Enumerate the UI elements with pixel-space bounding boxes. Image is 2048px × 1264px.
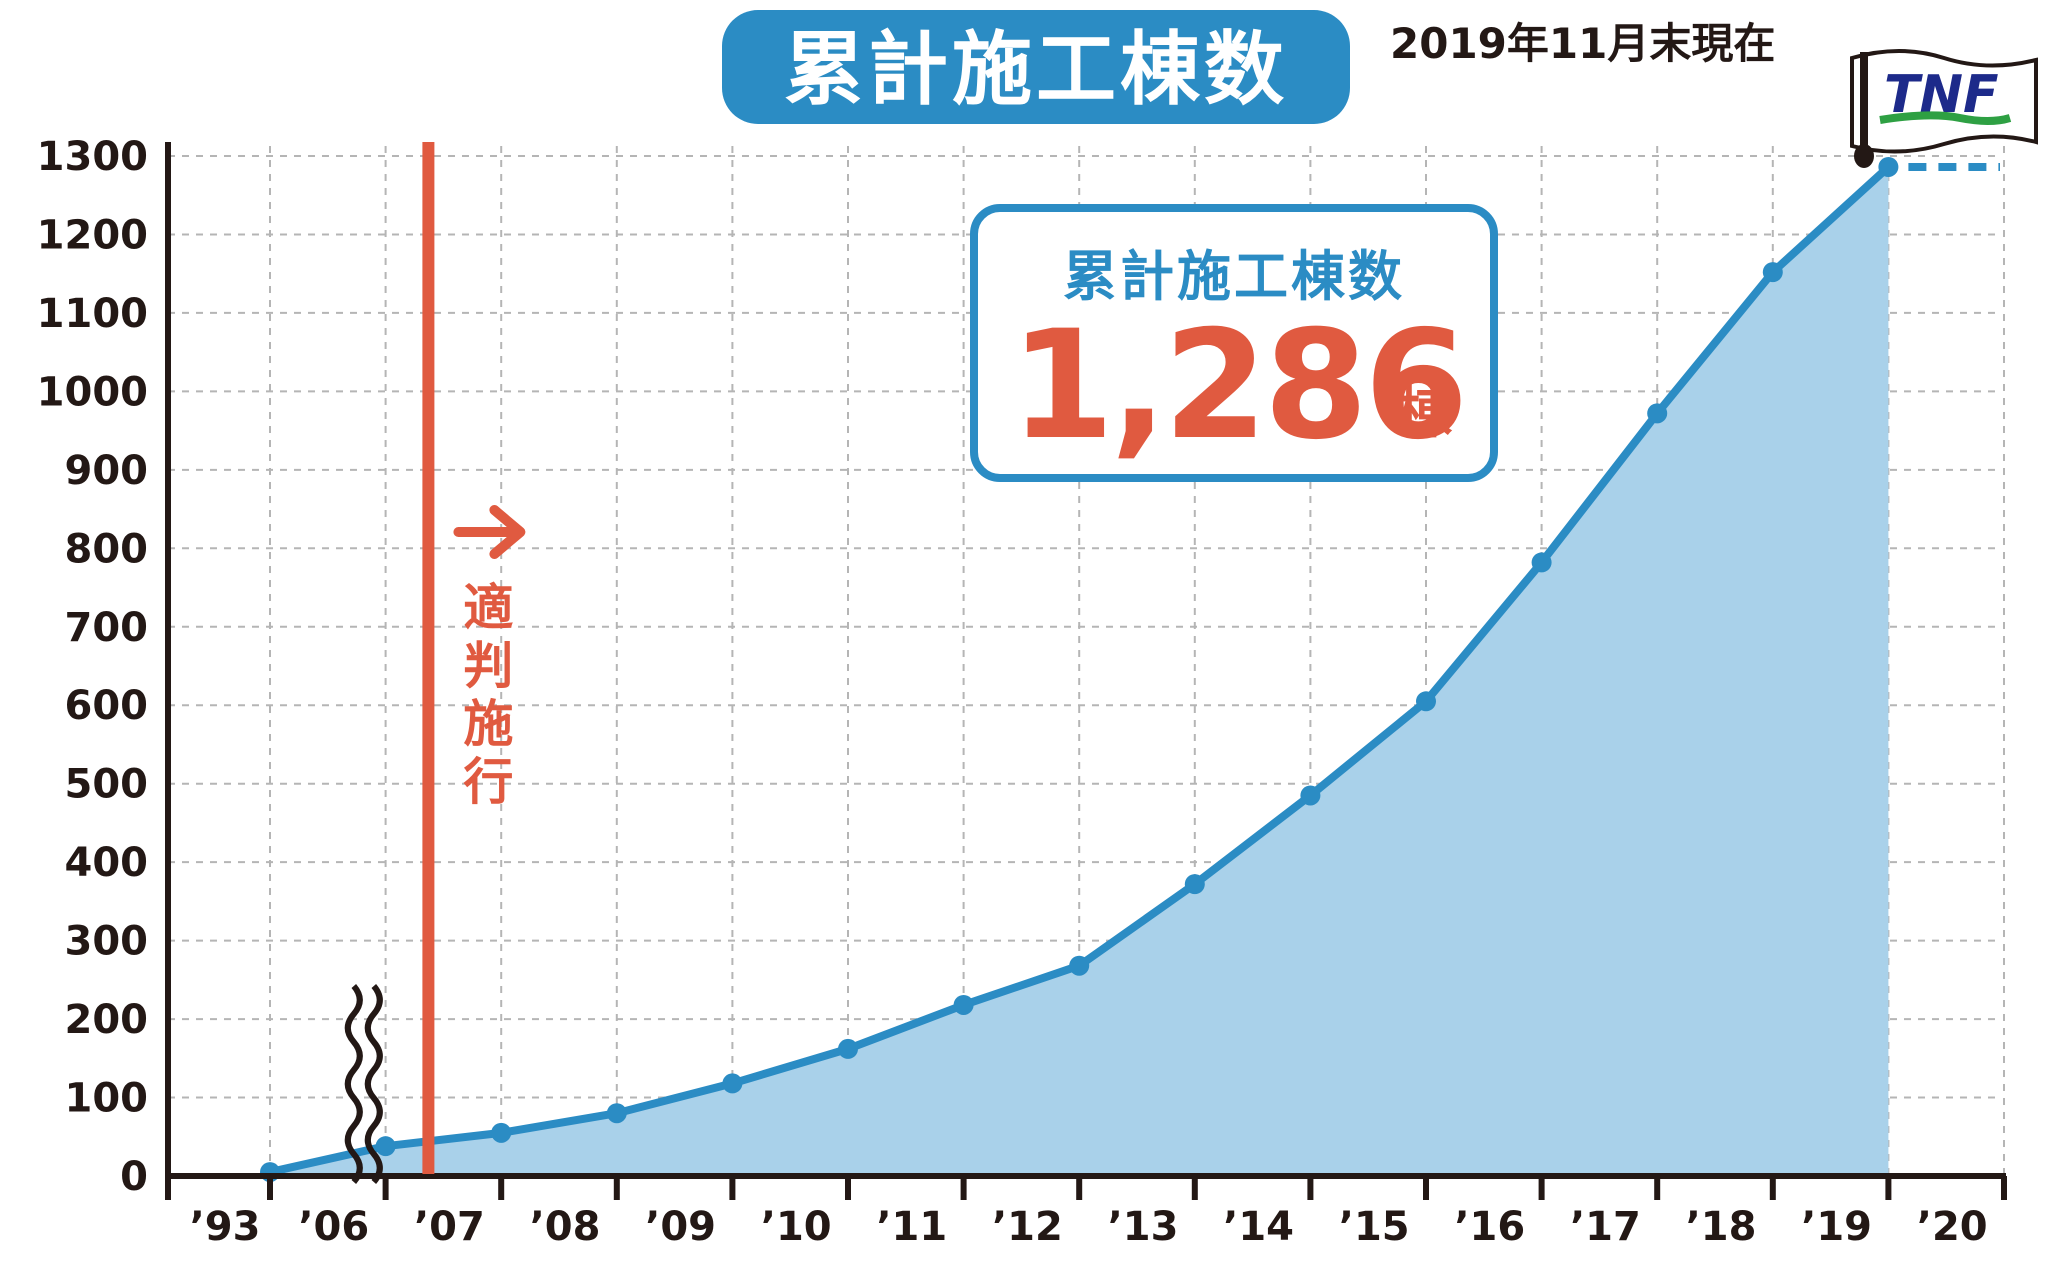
- annotation-label: 適判施行: [463, 579, 513, 811]
- annotation-char: 行: [463, 753, 513, 811]
- x-tick-marks: [165, 1176, 2007, 1200]
- data-point-15: [1416, 691, 1436, 712]
- highlight-box: 累計施工棟数 1,286 棟: [970, 204, 1498, 482]
- x-tick-label: ’19: [1801, 1204, 1872, 1250]
- break-line: [364, 984, 383, 1184]
- y-tick-label: 400: [65, 840, 149, 886]
- y-tick-label: 0: [120, 1154, 148, 1200]
- data-point-08: [606, 1103, 627, 1124]
- x-tick-label: ’15: [1339, 1204, 1410, 1250]
- data-point-14: [1300, 785, 1321, 806]
- x-tick-label: ’11: [876, 1204, 947, 1250]
- data-point-09: [722, 1073, 743, 1094]
- annotation-char: 判: [463, 637, 513, 695]
- data-point-16: [1531, 552, 1552, 573]
- flag-shape: [1850, 49, 2038, 154]
- x-tick-label: ’09: [645, 1204, 716, 1250]
- data-point-06: [375, 1136, 396, 1157]
- y-tick-labels: 0 100 200 300 400 500 600 700 800 900 1000 1100 1200…: [37, 134, 148, 1200]
- title-badge: [722, 10, 1350, 124]
- data-point-17: [1647, 403, 1668, 424]
- y-tick-label: 600: [65, 683, 149, 729]
- data-point-11: [953, 994, 974, 1015]
- x-tick-label: ’06: [298, 1204, 369, 1250]
- data-point-10: [838, 1038, 858, 1059]
- y-tick-label: 500: [65, 762, 149, 808]
- data-point-18: [1762, 262, 1783, 283]
- y-tick-label: 200: [65, 997, 149, 1043]
- highlight-box-label: 累計施工棟数: [1063, 245, 1405, 308]
- x-tick-label: ’17: [1570, 1204, 1641, 1250]
- y-tick-label: 900: [65, 448, 149, 494]
- axis-break-icon: [344, 984, 383, 1184]
- data-point-19: [1878, 156, 1899, 177]
- arrow-head: [489, 505, 526, 559]
- y-tick-label: 1300: [37, 134, 148, 180]
- y-tick-label: 1000: [37, 369, 148, 415]
- highlight-box-value: 1,286: [1010, 299, 1464, 473]
- y-tick-label: 800: [65, 526, 149, 572]
- x-tick-label: ’16: [1454, 1204, 1525, 1250]
- y-tick-label: 1200: [37, 212, 148, 258]
- series-area: [270, 166, 1889, 1176]
- x-tick-label: ’18: [1686, 1204, 1757, 1250]
- x-tick-label: ’13: [1108, 1204, 1179, 1250]
- logo-stripe: [1879, 111, 2012, 125]
- y-tick-label: 1100: [37, 291, 148, 337]
- right-arrow-icon: [453, 505, 526, 559]
- flag-pole: [1860, 52, 1868, 164]
- highlight-box-unit: 棟: [1396, 381, 1453, 446]
- x-tick-label: ’08: [530, 1204, 601, 1250]
- axes: [165, 142, 2006, 1200]
- x-tick-label: ’07: [414, 1204, 485, 1250]
- data-point-12: [1069, 955, 1090, 976]
- data-point-13: [1184, 874, 1205, 895]
- annotation-char: 適: [463, 579, 513, 637]
- chart-title: 累計施工棟数: [784, 23, 1288, 116]
- y-tick-label: 700: [65, 605, 149, 651]
- as-of-date: 2019年11月末現在: [1390, 19, 1775, 68]
- x-tick-label: ’14: [1223, 1204, 1294, 1250]
- flag-pole-base: [1854, 144, 1874, 168]
- y-tick-label: 100: [65, 1076, 149, 1122]
- tnf-logo: TNF: [1850, 49, 2038, 168]
- y-tick-label: 300: [65, 919, 149, 965]
- x-tick-label: ’12: [992, 1204, 1063, 1250]
- x-tick-label: ’10: [761, 1204, 832, 1250]
- break-line: [344, 984, 363, 1184]
- x-tick-label: ’93: [190, 1204, 261, 1250]
- annotation-char: 施: [463, 695, 513, 753]
- x-tick-label: ’20: [1917, 1204, 1988, 1250]
- x-tick-labels: ’93 ’06 ’07 ’08 ’09 ’10 ’11 ’12 ’13 ’14 ’15 ’16 ’17 ’…: [190, 1204, 1988, 1250]
- data-point-07: [491, 1122, 512, 1143]
